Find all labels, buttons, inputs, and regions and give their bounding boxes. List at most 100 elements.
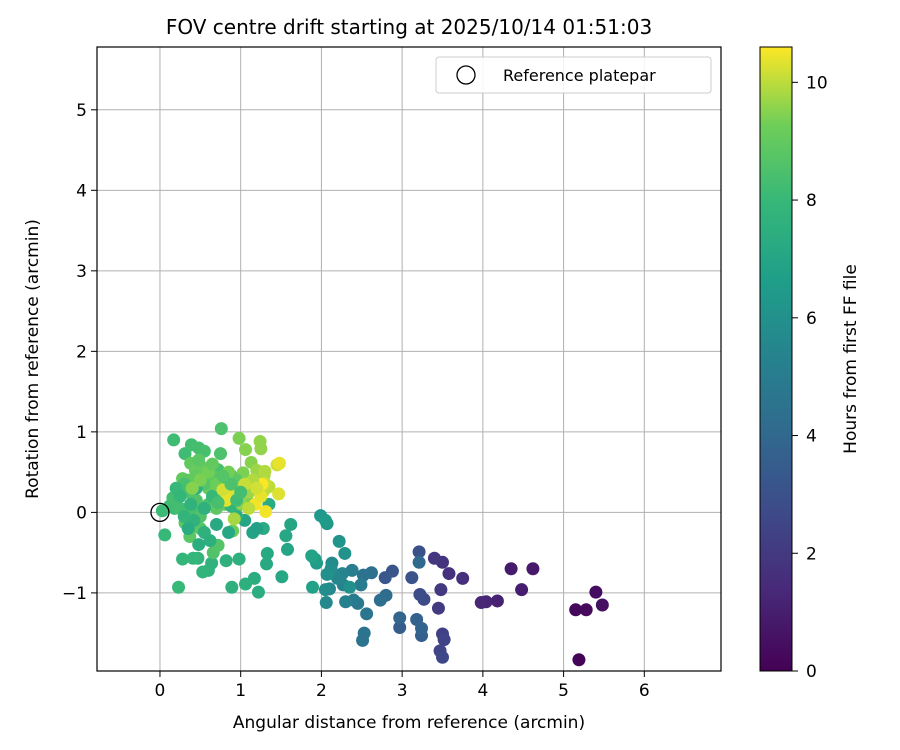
x-tick-label: 2: [316, 681, 327, 701]
data-point: [173, 489, 187, 503]
data-point: [526, 562, 540, 576]
data-point: [320, 567, 334, 581]
data-point: [224, 477, 238, 491]
data-points: [155, 422, 609, 667]
data-point: [595, 598, 609, 612]
data-point: [412, 555, 426, 569]
data-point: [158, 528, 172, 542]
data-point: [176, 552, 190, 566]
legend-marker-reference: [456, 65, 476, 85]
data-point: [515, 583, 529, 597]
y-tick-label: 2: [76, 342, 87, 362]
data-point: [281, 542, 295, 556]
data-point: [216, 469, 230, 483]
x-tick-label: 3: [397, 681, 408, 701]
data-point: [214, 422, 228, 436]
y-tick-label: 1: [76, 423, 87, 443]
data-point: [232, 552, 246, 566]
data-point: [181, 521, 195, 535]
data-point: [193, 473, 207, 487]
data-point: [373, 593, 387, 607]
colorbar-ticks: 0 2 4 6 8 10: [792, 73, 828, 682]
reference-group: [150, 502, 170, 523]
data-point: [354, 578, 368, 592]
data-point: [412, 545, 426, 559]
data-point: [227, 512, 241, 526]
data-point: [331, 571, 345, 585]
data-point: [242, 501, 256, 515]
data-point: [196, 565, 210, 579]
x-tick-label: 0: [155, 681, 166, 701]
data-point: [222, 526, 236, 540]
data-point: [172, 580, 186, 594]
data-point: [436, 650, 450, 664]
y-tick-label: 5: [76, 101, 87, 121]
data-point: [437, 633, 451, 647]
data-point: [272, 487, 286, 501]
data-point: [415, 621, 429, 635]
data-point: [490, 594, 504, 608]
data-point: [275, 570, 289, 584]
colorbar-gradient: [759, 46, 793, 672]
data-point: [186, 551, 200, 565]
data-point: [251, 585, 265, 599]
colorbar-tick-label: 4: [806, 427, 817, 447]
plot-frame: [96, 46, 722, 672]
y-tick-label: 3: [76, 262, 87, 282]
data-point: [332, 534, 346, 548]
data-point: [203, 534, 217, 548]
data-point: [456, 571, 470, 585]
y-ticks: −1 0 1 2 3 4 5: [62, 101, 97, 604]
data-point: [434, 583, 448, 597]
data-point: [504, 562, 518, 576]
data-point: [338, 546, 352, 560]
x-tick-label: 4: [477, 681, 488, 701]
data-point: [254, 442, 268, 456]
data-point: [589, 585, 603, 599]
data-point: [474, 596, 488, 610]
data-point: [239, 443, 253, 457]
data-point: [393, 611, 407, 625]
legend-box: [435, 56, 712, 94]
data-point: [258, 464, 272, 478]
data-point: [259, 505, 273, 519]
x-ticks: 0 1 2 3 4 5 6: [155, 671, 650, 701]
x-axis-label: Angular distance from reference (arcmin): [233, 713, 585, 733]
data-point: [214, 447, 228, 461]
data-point: [413, 588, 427, 602]
data-point: [306, 580, 320, 594]
colorbar-tick-label: 6: [806, 309, 817, 329]
data-point: [260, 546, 274, 560]
y-axis-label: Rotation from reference (arcmin): [23, 219, 43, 499]
data-point: [184, 497, 198, 511]
data-point: [427, 551, 441, 565]
data-point: [205, 457, 219, 471]
data-point: [272, 456, 286, 470]
chart-title: FOV centre drift starting at 2025/10/14 …: [166, 15, 652, 39]
data-point: [572, 653, 586, 667]
colorbar-tick-label: 10: [806, 73, 828, 93]
data-point: [305, 549, 319, 563]
data-point: [250, 521, 264, 535]
y-tick-label: −1: [62, 584, 87, 604]
legend: Reference platepar: [435, 56, 712, 94]
data-point: [260, 557, 274, 571]
y-tick-label: 0: [76, 503, 87, 523]
colorbar: 0 2 4 6 8 10 Hours from first FF file: [759, 46, 861, 682]
data-point: [211, 496, 225, 510]
data-point: [318, 583, 332, 597]
data-point: [279, 529, 293, 543]
data-point: [239, 577, 253, 591]
data-point: [284, 517, 298, 531]
data-point: [378, 571, 392, 585]
data-point: [442, 567, 456, 581]
data-point: [431, 601, 445, 615]
data-point: [209, 517, 223, 531]
y-tick-label: 4: [76, 181, 87, 201]
x-tick-label: 1: [235, 681, 246, 701]
data-point: [405, 571, 419, 585]
data-point: [185, 481, 199, 495]
colorbar-label: Hours from first FF file: [841, 264, 861, 454]
data-point: [569, 603, 583, 617]
